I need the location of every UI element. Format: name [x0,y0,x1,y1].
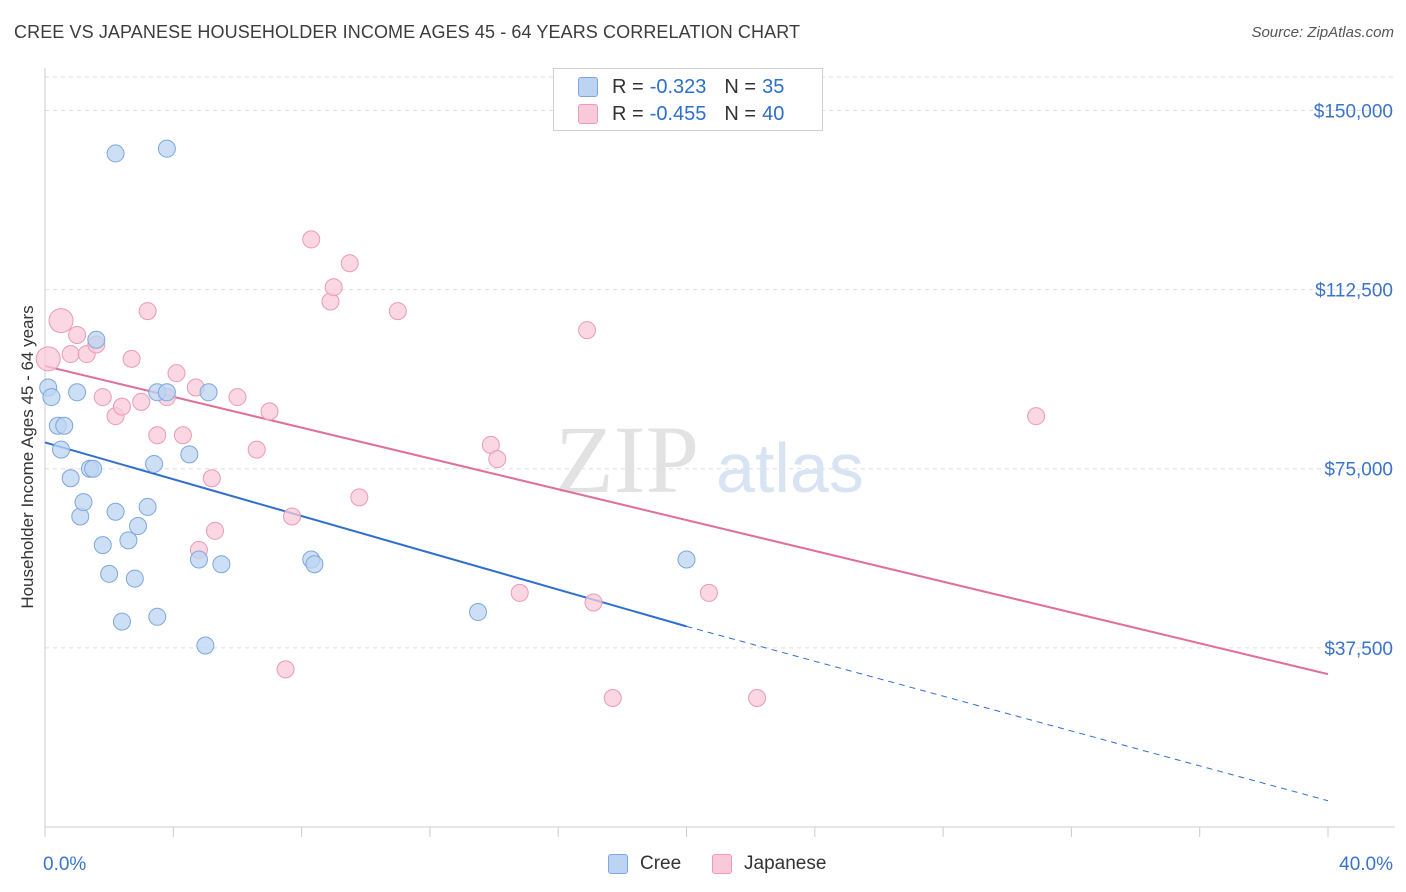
point-japanese [61,345,80,364]
point-cree [125,569,144,588]
point-japanese [35,346,61,372]
legend-row-japanese: R = -0.455 N = 40 [578,101,802,127]
bottom-legend-label-cree: Cree [640,853,682,874]
legend-r-label: R = [612,75,644,98]
point-japanese [748,689,767,708]
bottom-legend-label-japanese: Japanese [744,853,827,874]
point-cree [84,459,103,478]
point-japanese [132,392,151,411]
point-cree [196,636,215,655]
bottom-legend-cree: Cree [608,852,681,876]
point-cree [145,454,164,473]
point-cree [157,139,176,158]
legend-swatch-cree [578,77,598,97]
legend-n-value: 35 [762,75,785,98]
point-cree [119,531,138,550]
point-cree [129,517,148,536]
legend-r-label: R = [612,102,644,125]
point-cree [61,469,80,488]
point-cree [87,330,106,349]
point-japanese [340,254,359,273]
point-japanese [350,488,369,507]
point-cree [199,383,218,402]
legend-r-value: -0.323 [649,75,707,98]
watermark-zip: ZIP [555,406,699,513]
x-tick-label: 0.0% [43,854,86,875]
point-cree [100,564,119,583]
point-japanese [247,440,266,459]
point-japanese [699,583,718,602]
point-cree [469,603,488,622]
y-tick-label: $150,000 [1314,101,1393,122]
trend-line-japanese [44,365,1329,676]
trend-line-cree-extension [686,625,1329,802]
point-cree [52,440,71,459]
point-japanese [324,278,343,297]
point-japanese [68,325,87,344]
point-japanese [510,583,529,602]
point-japanese [148,426,167,445]
point-cree [93,536,112,555]
point-japanese [93,388,112,407]
legend-n-label: N = [724,75,757,98]
point-japanese [205,521,224,540]
legend-n-label: N = [724,102,757,125]
point-japanese [138,302,157,321]
point-japanese [488,450,507,469]
point-japanese [48,308,74,334]
watermark-atlas: atlas [716,429,864,507]
point-cree [189,550,208,569]
legend-r-value: -0.455 [649,102,707,125]
point-japanese [122,349,141,368]
y-tick-label: $37,500 [1324,639,1393,660]
point-cree [106,502,125,521]
point-cree [180,445,199,464]
point-cree [148,607,167,626]
point-japanese [603,689,622,708]
trend-line-cree [44,441,687,628]
legend-swatch-japanese [578,104,598,124]
point-cree [74,493,93,512]
legend-row-cree: R = -0.323 N = 35 [578,74,802,100]
point-cree [212,555,231,574]
point-cree [677,550,696,569]
point-japanese [112,397,131,416]
point-japanese [167,364,186,383]
point-cree [55,416,74,435]
point-cree [112,612,131,631]
source-label: Source: ZipAtlas.com [1251,24,1394,41]
point-japanese [584,593,603,612]
point-cree [106,144,125,163]
point-cree [68,383,87,402]
point-japanese [228,388,247,407]
legend-n-value: 40 [762,102,785,125]
point-japanese [1027,407,1046,426]
legend: R = -0.323 N = 35 R = -0.455 N = 40 [553,68,823,131]
point-japanese [173,426,192,445]
chart-title: CREE VS JAPANESE HOUSEHOLDER INCOME AGES… [14,22,801,42]
bottom-legend-japanese: Japanese [712,852,826,876]
point-cree [42,388,61,407]
y-tick-label: $75,000 [1324,460,1393,481]
point-japanese [302,230,321,249]
point-japanese [578,321,597,340]
point-cree [157,383,176,402]
x-tick-label: 40.0% [1339,854,1393,875]
point-japanese [276,660,295,679]
point-japanese [282,507,301,526]
bottom-legend-swatch-japanese [712,854,732,874]
point-cree [305,555,324,574]
bottom-legend-swatch-cree [608,854,628,874]
y-axis-title: Householder Income Ages 45 - 64 years [18,305,37,609]
point-cree [138,497,157,516]
point-japanese [202,469,221,488]
y-tick-label: $112,500 [1315,281,1393,302]
point-japanese [388,302,407,321]
point-japanese [260,402,279,421]
